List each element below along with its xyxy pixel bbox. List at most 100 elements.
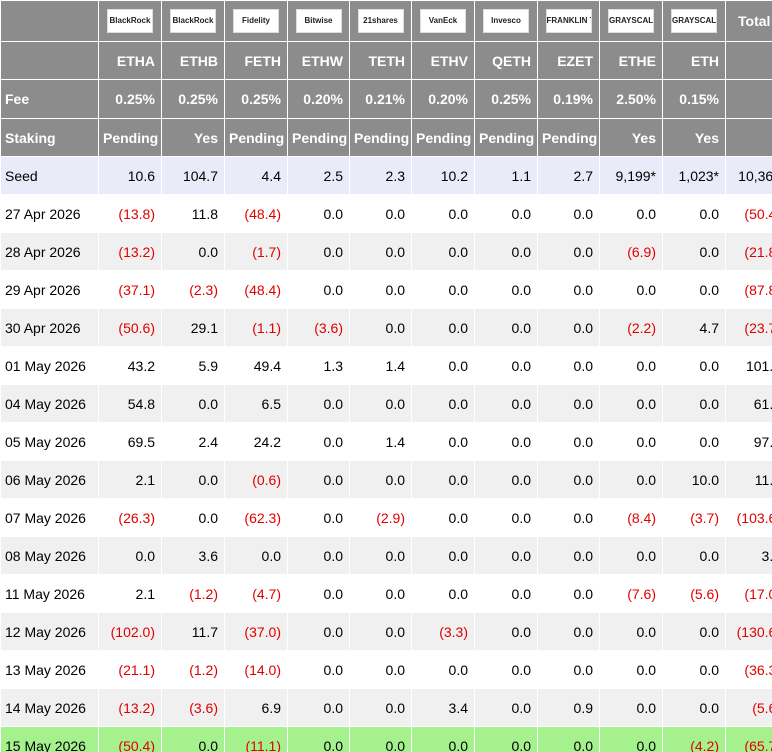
flow-value: 0.0: [287, 574, 350, 613]
flow-value: 10.0: [662, 460, 726, 499]
flow-value: 0.0: [599, 536, 663, 575]
flow-value: 0.0: [287, 688, 350, 727]
flow-value: 0.0: [474, 270, 538, 309]
ticker-row: ETHA ETHB FETH ETHW TETH ETHV QETH EZET ETHE ETH: [0, 41, 772, 80]
fee: 0.25%: [98, 79, 162, 119]
flow-value: (0.6): [224, 460, 288, 499]
flow-value: (48.4): [224, 194, 288, 233]
flow-value: 0.0: [287, 726, 350, 752]
blank-cell: [725, 41, 772, 80]
flow-value: 0.0: [474, 612, 538, 651]
flow-value: 6.9: [224, 688, 288, 727]
fee: 0.15%: [662, 79, 726, 119]
flow-value: 0.0: [161, 384, 225, 423]
flow-value: 0.0: [411, 194, 475, 233]
flow-value: 2.1: [98, 574, 162, 613]
flow-value: (5.6): [662, 574, 726, 613]
date: 12 May 2026: [0, 612, 99, 651]
date: 07 May 2026: [0, 498, 99, 537]
flow-value: (130.6): [725, 612, 772, 651]
flow-value: (2.2): [599, 308, 663, 347]
issuer-logo: Fidelity: [233, 9, 279, 33]
flow-value: 10.6: [98, 156, 162, 195]
date: 15 May 2026: [0, 726, 99, 752]
flow-value: 69.5: [98, 422, 162, 461]
flow-value: 0.0: [474, 650, 538, 689]
staking: Pending: [224, 118, 288, 157]
flow-value: 0.0: [662, 612, 726, 651]
ticker: QETH: [474, 41, 538, 80]
flow-value: 0.0: [349, 726, 412, 752]
date: 28 Apr 2026: [0, 232, 99, 271]
staking: Yes: [599, 118, 663, 157]
flow-value: 0.0: [349, 384, 412, 423]
blank-cell: [0, 41, 99, 80]
flow-value: 0.0: [98, 536, 162, 575]
flow-value: 0.0: [161, 460, 225, 499]
flow-value: (6.9): [599, 232, 663, 271]
staking: Pending: [98, 118, 162, 157]
flow-value: 0.0: [474, 422, 538, 461]
issuer-logo: Bitwise: [295, 9, 342, 33]
date: 01 May 2026: [0, 346, 99, 385]
flow-value: 0.0: [349, 270, 412, 309]
flow-value: (11.1): [224, 726, 288, 752]
flow-value: 0.0: [287, 612, 350, 651]
flow-value: 0.0: [537, 422, 600, 461]
ticker: ETHE: [599, 41, 663, 80]
flow-value: 0.0: [349, 688, 412, 727]
flow-value: 101.2: [725, 346, 772, 385]
flow-value: 4.7: [662, 308, 726, 347]
flow-value: 0.0: [537, 650, 600, 689]
logo-cell: FRANKLIN TEMPLETON: [537, 0, 600, 42]
flow-value: (13.2): [98, 688, 162, 727]
flow-value: 5.9: [161, 346, 225, 385]
flow-value: 0.0: [537, 536, 600, 575]
flow-value: 4.4: [224, 156, 288, 195]
fee: 0.20%: [287, 79, 350, 119]
flow-value: 0.0: [537, 460, 600, 499]
flow-value: 0.0: [411, 726, 475, 752]
date: 13 May 2026: [0, 650, 99, 689]
flow-value: 0.0: [662, 650, 726, 689]
flow-value: (50.4): [98, 726, 162, 752]
flow-value: 0.0: [599, 726, 663, 752]
flow-value: (62.3): [224, 498, 288, 537]
flow-value: 0.0: [474, 498, 538, 537]
data-row: 15 May 2026 (50.4) 0.0 (11.1) 0.0 0.0 0.0 0.0 0.…: [0, 726, 772, 752]
flow-value: (8.4): [599, 498, 663, 537]
flow-value: (26.3): [98, 498, 162, 537]
flow-value: (37.1): [98, 270, 162, 309]
flow-value: 2.1: [98, 460, 162, 499]
staking: Pending: [287, 118, 350, 157]
ticker: ETHB: [161, 41, 225, 80]
flow-value: 0.0: [411, 384, 475, 423]
flow-value: (3.3): [411, 612, 475, 651]
flow-value: 0.0: [599, 270, 663, 309]
flow-value: 3.6: [161, 536, 225, 575]
flow-value: 0.0: [599, 422, 663, 461]
flow-value: (17.0): [725, 574, 772, 613]
issuer-logo: BlackRock: [107, 9, 153, 33]
ticker: EZET: [537, 41, 600, 80]
flow-value: 0.0: [662, 688, 726, 727]
fee: 0.20%: [411, 79, 475, 119]
flow-value: 61.3: [725, 384, 772, 423]
flow-value: (4.7): [224, 574, 288, 613]
staking: Pending: [349, 118, 412, 157]
blank-cell: [725, 79, 772, 119]
flow-value: (3.6): [161, 688, 225, 727]
flow-value: 1.1: [474, 156, 538, 195]
flow-value: (1.1): [224, 308, 288, 347]
staking: Yes: [161, 118, 225, 157]
flow-value: 6.5: [224, 384, 288, 423]
logo-cell: GRAYSCALE: [662, 0, 726, 42]
flow-value: 0.0: [474, 232, 538, 271]
date: 06 May 2026: [0, 460, 99, 499]
date: 11 May 2026: [0, 574, 99, 613]
data-row: 12 May 2026 (102.0) 11.7 (37.0) 0.0 0.0 (3.3) 0…: [0, 612, 772, 651]
flow-value: 0.0: [287, 270, 350, 309]
flow-value: (21.1): [98, 650, 162, 689]
date: 14 May 2026: [0, 688, 99, 727]
